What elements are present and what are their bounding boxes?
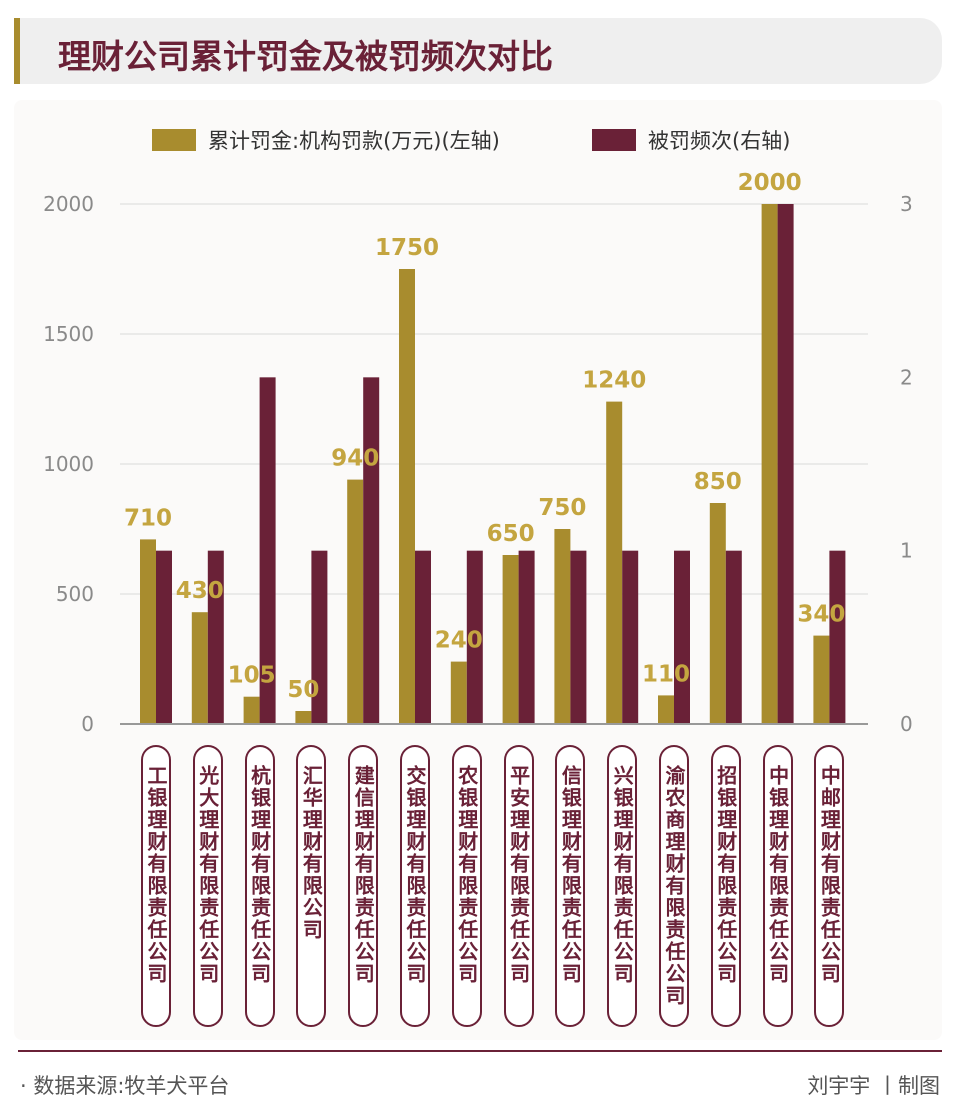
bar-fine [813, 635, 830, 724]
data-label-fine: 850 [694, 469, 742, 495]
legend-label-freq: 被罚频次(右轴) [648, 129, 791, 153]
bar-fine [243, 696, 260, 724]
category-label-box: 信银理财有限责任公司 [555, 745, 586, 1027]
data-source: · 数据来源:牧羊犬平台 [20, 1074, 230, 1098]
category-label: 中银理财有限责任公司 [765, 765, 790, 985]
bar-chart: 0 500 1000 1500 2000 0 1 2 3 710 430 105 50 940 1750 24… [43, 170, 913, 736]
data-label-fine: 340 [797, 602, 845, 628]
data-label-fine: 1240 [582, 368, 646, 394]
bar-fine [761, 204, 778, 724]
footer-rule [18, 1050, 942, 1052]
data-label-fine: 430 [176, 578, 224, 604]
category-label: 信银理财有限责任公司 [558, 765, 583, 985]
bar-frequency [207, 550, 224, 724]
category-label-box: 中邮理财有限责任公司 [814, 745, 845, 1027]
data-label-fine: 240 [435, 628, 483, 654]
bar-frequency [415, 550, 431, 724]
credit: 刘宇宇 丨制图 [807, 1074, 940, 1098]
left-axis-tick-label: 0 [81, 712, 94, 736]
legend-swatch-fine [152, 129, 196, 151]
data-label-fine: 940 [331, 446, 379, 472]
bar-frequency [829, 550, 846, 724]
category-label: 农银理财有限责任公司 [454, 765, 479, 985]
bar-frequency [622, 550, 639, 724]
right-axis-tick-label: 3 [900, 192, 913, 216]
category-label-box: 光大理财有限责任公司 [192, 745, 223, 1027]
bar-frequency [518, 550, 535, 724]
left-axis-tick-label: 1500 [43, 322, 94, 346]
category-label-box: 兴银理财有限责任公司 [607, 745, 638, 1027]
category-label-box: 农银理财有限责任公司 [451, 745, 482, 1027]
category-label: 光大理财有限责任公司 [195, 765, 220, 985]
bar-frequency [725, 550, 742, 724]
bar-frequency [311, 550, 328, 724]
category-label-box: 渝农商理财有限责任公司 [659, 745, 689, 1027]
category-label: 工银理财有限责任公司 [144, 765, 168, 985]
category-label-box: 招银理财有限责任公司 [710, 745, 741, 1027]
data-label-fine: 105 [228, 663, 276, 689]
bar-fine [658, 695, 674, 724]
bar-fine [554, 529, 571, 724]
legend-item-freq: 被罚频次(右轴) [592, 124, 790, 156]
bar-frequency [259, 377, 276, 724]
data-label-fine: 50 [287, 677, 319, 703]
category-label: 招银理财有限责任公司 [713, 765, 738, 985]
category-label-box: 交银理财有限责任公司 [400, 745, 430, 1027]
legend-swatch-freq [592, 129, 636, 151]
category-label: 汇华理财有限公司 [299, 765, 324, 941]
category-label-box: 建信理财有限责任公司 [348, 745, 379, 1027]
category-label: 交银理财有限责任公司 [403, 765, 427, 985]
bar-frequency [363, 377, 380, 724]
data-label-fine: 110 [642, 661, 690, 687]
left-axis-tick-label: 500 [56, 582, 94, 606]
data-label-fine: 750 [538, 495, 586, 521]
category-label: 渝农商理财有限责任公司 [662, 765, 686, 1007]
bar-fine [347, 479, 364, 724]
bar-fine [606, 401, 623, 724]
title-bar: 理财公司累计罚金及被罚频次对比 [14, 18, 942, 84]
category-label-box: 汇华理财有限公司 [296, 745, 327, 1027]
category-label: 平安理财有限责任公司 [506, 765, 531, 985]
category-label-box: 工银理财有限责任公司 [141, 745, 171, 1027]
chart-title: 理财公司累计罚金及被罚频次对比 [58, 37, 553, 76]
bar-fine [191, 612, 208, 724]
bar-fine [295, 711, 312, 724]
bar-frequency [777, 204, 794, 724]
legend-label-fine: 累计罚金:机构罚款(万元)(左轴) [208, 129, 500, 153]
bar-frequency [156, 550, 172, 724]
right-axis-tick-label: 2 [900, 365, 913, 389]
bar-fine [450, 661, 467, 724]
category-label: 中邮理财有限责任公司 [817, 765, 842, 985]
bar-fine [502, 555, 519, 724]
bar-fine [399, 269, 415, 724]
category-label-box: 中银理财有限责任公司 [762, 745, 793, 1027]
right-axis-tick-label: 1 [900, 539, 913, 563]
data-label-fine: 650 [487, 521, 535, 547]
bar-frequency [466, 550, 483, 724]
data-label-fine: 2000 [738, 170, 802, 196]
category-label-box: 平安理财有限责任公司 [503, 745, 534, 1027]
category-label: 杭银理财有限责任公司 [247, 765, 272, 985]
data-label-fine: 710 [124, 505, 172, 531]
bar-fine [709, 503, 726, 724]
title-accent-bar [14, 18, 20, 84]
bar-frequency [674, 550, 690, 724]
category-label-box: 杭银理财有限责任公司 [244, 745, 275, 1027]
right-axis-tick-label: 0 [900, 712, 913, 736]
category-label: 兴银理财有限责任公司 [610, 765, 635, 985]
category-label: 建信理财有限责任公司 [351, 765, 376, 985]
legend-item-fine: 累计罚金:机构罚款(万元)(左轴) [152, 124, 500, 156]
left-axis-tick-label: 2000 [43, 192, 94, 216]
left-axis-tick-label: 1000 [43, 452, 94, 476]
bar-fine [140, 539, 156, 724]
bar-frequency [570, 550, 587, 724]
data-label-fine: 1750 [375, 235, 439, 261]
